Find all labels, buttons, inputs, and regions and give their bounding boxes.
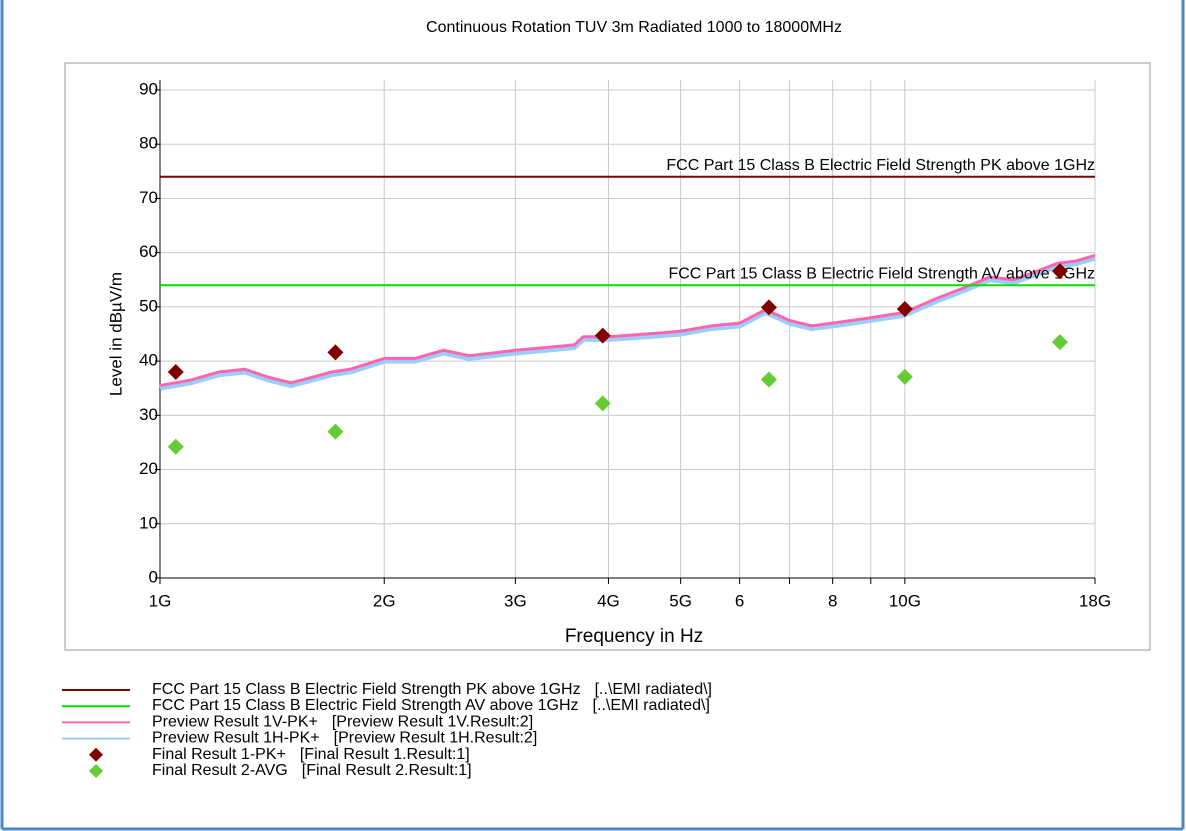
limit-label: FCC Part 15 Class B Electric Field Stren… [666, 157, 1095, 174]
y-tick-label: 30 [139, 405, 158, 424]
legend: FCC Part 15 Class B Electric Field Stren… [62, 681, 712, 779]
legend-label: FCC Part 15 Class B Electric Field Stren… [152, 681, 712, 698]
marker [1051, 334, 1068, 351]
marker [167, 363, 184, 380]
marker [327, 423, 344, 440]
x-tick-label: 1G [149, 591, 172, 610]
legend-source: [Preview Result 1V.Result:2] [332, 714, 533, 731]
x-tick-label: 5G [669, 591, 692, 610]
y-axis-label: Level in dBµV/m [106, 272, 125, 396]
marker [896, 301, 913, 318]
legend-name: Preview Result 1H-PK+ [152, 730, 320, 747]
marker [760, 371, 777, 388]
x-tick-label: 10G [889, 591, 921, 610]
series-line [159, 255, 1096, 391]
legend-name: Preview Result 1V-PK+ [152, 714, 318, 731]
y-tick-label: 10 [139, 513, 158, 532]
legend-swatch [89, 747, 103, 762]
y-tick-label: 20 [139, 459, 158, 478]
x-tick-label: 6 [735, 591, 744, 610]
legend-label: Preview Result 1H-PK+ [Preview Result 1H.… [152, 730, 537, 747]
x-tick-label: 4G [597, 591, 620, 610]
legend-name: Final Result 1-PK+ [152, 746, 286, 763]
plot-box [64, 62, 1151, 651]
marker [1051, 263, 1068, 280]
marker [896, 368, 913, 385]
y-tick-label: 90 [139, 79, 158, 98]
grid: 0 10 20 30 40 50 60 70 80 90 1G 2G 3G 4G 5G 6 8 10G 18G [139, 79, 1111, 610]
y-tick-label: 0 [149, 567, 158, 586]
plot: FCC Part 15 Class B Electric Field Stren… [159, 157, 1096, 455]
legend-label: FCC Part 15 Class B Electric Field Stren… [152, 697, 710, 714]
x-tick-label: 18G [1079, 591, 1111, 610]
y-tick-label: 40 [139, 351, 158, 370]
x-axis-label: Frequency in Hz [565, 626, 703, 647]
legend-source: [Final Result 1.Result:1] [300, 746, 470, 763]
limit-label: FCC Part 15 Class B Electric Field Stren… [668, 265, 1095, 282]
marker [594, 327, 611, 344]
legend-name: FCC Part 15 Class B Electric Field Stren… [152, 697, 579, 714]
y-tick-label: 50 [139, 296, 158, 315]
legend-label: Final Result 1-PK+ [Final Result 1.Result… [152, 746, 470, 763]
marker [167, 438, 184, 455]
y-tick-label: 80 [139, 134, 158, 153]
marker [594, 395, 611, 412]
legend-swatch [89, 764, 103, 778]
y-tick-label: 70 [139, 188, 158, 207]
legend-label: Preview Result 1V-PK+ [Preview Result 1V.… [152, 714, 533, 731]
x-tick-label: 3G [504, 591, 527, 610]
marker [327, 344, 344, 361]
legend-source: [..\EMI radiated\] [593, 697, 710, 714]
x-tick-label: 8 [828, 591, 837, 610]
legend-source: [Final Result 2.Result:1] [302, 762, 472, 779]
legend-source: [..\EMI radiated\] [595, 681, 712, 698]
legend-label: Final Result 2-AVG [Final Result 2.Result… [152, 762, 472, 779]
x-tick-label: 2G [373, 591, 396, 610]
legend-name: FCC Part 15 Class B Electric Field Stren… [152, 681, 581, 698]
marker [760, 299, 777, 316]
legend-name: Final Result 2-AVG [152, 762, 288, 779]
y-tick-label: 60 [139, 242, 158, 261]
chart-title: Continuous Rotation TUV 3m Radiated 1000… [426, 19, 842, 36]
legend-source: [Preview Result 1H.Result:2] [334, 730, 538, 747]
